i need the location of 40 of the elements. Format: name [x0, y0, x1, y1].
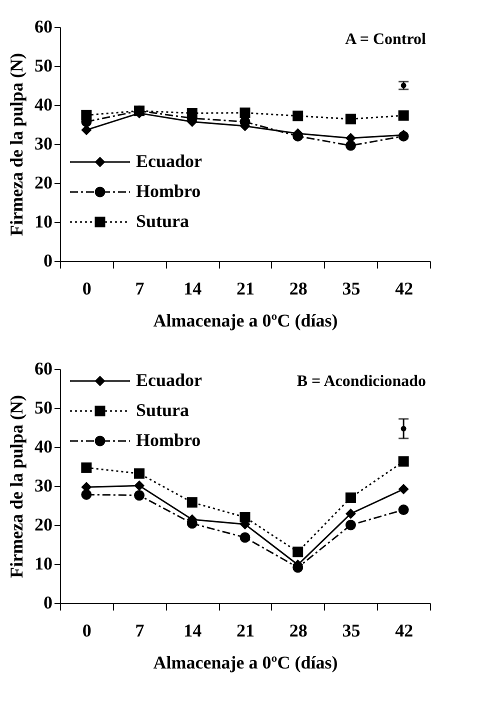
y-axis-title: Firmeza de la pulpa (N) — [6, 395, 26, 578]
y-tick-label: 50 — [34, 56, 52, 76]
x-tick-label: 7 — [135, 278, 144, 298]
legend-label: Ecuador — [136, 151, 202, 171]
x-axis-title: Almacenaje a 0ºC (días) — [153, 652, 338, 672]
y-tick-label: 50 — [34, 398, 52, 418]
x-tick-label: 14 — [184, 620, 202, 640]
legend-label: Sutura — [136, 400, 190, 420]
y-tick-label: 30 — [34, 476, 52, 496]
y-tick-label: 20 — [34, 514, 52, 534]
y-tick-label: 40 — [34, 436, 52, 456]
x-tick-label: 42 — [395, 620, 414, 640]
x-tick-label: 28 — [289, 620, 308, 640]
chart-title: A = Control — [345, 31, 427, 48]
y-tick-label: 60 — [34, 358, 52, 378]
x-tick-label: 42 — [395, 278, 414, 298]
y-tick-label: 20 — [34, 172, 52, 192]
x-tick-label: 0 — [82, 278, 92, 298]
x-tick-label: 21 — [236, 278, 254, 298]
x-tick-label: 14 — [184, 278, 202, 298]
x-tick-label: 7 — [135, 620, 144, 640]
x-tick-label: 21 — [236, 620, 254, 640]
y-tick-label: 0 — [44, 250, 52, 270]
legend-label: Ecuador — [136, 370, 202, 390]
legend-label: Hombro — [136, 430, 201, 450]
y-tick-label: 40 — [34, 94, 52, 114]
y-tick-label: 30 — [34, 134, 52, 154]
x-tick-label: 28 — [289, 278, 308, 298]
y-axis-title: Firmeza de la pulpa (N) — [6, 53, 26, 236]
legend-label: Sutura — [136, 211, 190, 231]
x-tick-label: 35 — [342, 620, 360, 640]
x-tick-label: 35 — [342, 278, 360, 298]
x-tick-label: 0 — [82, 620, 92, 640]
y-tick-label: 10 — [34, 554, 52, 574]
y-tick-label: 0 — [44, 592, 52, 612]
y-tick-label: 60 — [34, 16, 52, 36]
x-axis-title: Almacenaje a 0ºC (días) — [153, 310, 338, 330]
chart-title: B = Acondicionado — [296, 373, 426, 390]
y-tick-label: 10 — [34, 212, 52, 232]
legend-label: Hombro — [136, 181, 201, 201]
